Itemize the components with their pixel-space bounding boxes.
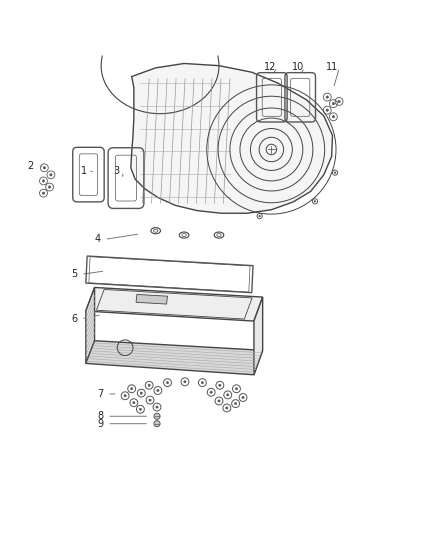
Circle shape [304, 182, 306, 184]
Circle shape [156, 406, 158, 408]
Circle shape [133, 401, 135, 404]
Circle shape [148, 384, 150, 386]
Circle shape [226, 407, 228, 409]
Circle shape [124, 394, 126, 397]
Circle shape [42, 180, 45, 182]
Text: 12: 12 [264, 62, 277, 72]
Circle shape [154, 413, 160, 419]
Circle shape [149, 399, 151, 401]
Circle shape [226, 394, 229, 396]
Text: 3: 3 [113, 166, 120, 176]
Circle shape [157, 389, 159, 392]
Text: 7: 7 [97, 389, 103, 399]
Text: 5: 5 [71, 269, 77, 279]
Circle shape [234, 402, 237, 405]
Polygon shape [136, 294, 167, 304]
Circle shape [235, 387, 238, 390]
Circle shape [332, 102, 335, 105]
Circle shape [43, 167, 46, 169]
Circle shape [314, 200, 316, 202]
Circle shape [326, 109, 328, 111]
Circle shape [338, 100, 340, 103]
Circle shape [140, 392, 142, 394]
Circle shape [270, 196, 272, 198]
Circle shape [227, 200, 229, 202]
Circle shape [237, 182, 239, 184]
Text: 11: 11 [326, 62, 339, 72]
Circle shape [270, 101, 272, 103]
Text: 10: 10 [291, 62, 304, 72]
Text: 2: 2 [27, 161, 34, 171]
Circle shape [154, 421, 160, 427]
Polygon shape [86, 287, 263, 321]
Circle shape [207, 172, 208, 173]
Circle shape [304, 115, 306, 117]
Circle shape [201, 382, 204, 384]
Circle shape [131, 387, 133, 390]
Polygon shape [254, 297, 263, 375]
Text: 6: 6 [71, 314, 77, 324]
Circle shape [210, 391, 212, 393]
Circle shape [334, 172, 336, 173]
Circle shape [318, 149, 320, 150]
Circle shape [48, 186, 51, 188]
Circle shape [139, 408, 141, 410]
Circle shape [184, 381, 186, 383]
Polygon shape [86, 287, 95, 364]
Circle shape [237, 115, 239, 117]
Circle shape [42, 192, 45, 195]
Text: 4: 4 [95, 235, 101, 245]
Circle shape [242, 397, 244, 399]
Text: 1: 1 [81, 166, 87, 176]
Circle shape [326, 96, 328, 99]
Circle shape [223, 149, 225, 150]
Circle shape [219, 384, 221, 386]
Polygon shape [86, 341, 263, 375]
Polygon shape [131, 63, 332, 213]
Text: 9: 9 [97, 419, 103, 429]
Circle shape [332, 116, 335, 118]
Circle shape [259, 215, 261, 217]
Circle shape [49, 174, 52, 176]
Circle shape [166, 382, 169, 384]
Text: 8: 8 [97, 411, 103, 421]
Circle shape [218, 400, 220, 402]
